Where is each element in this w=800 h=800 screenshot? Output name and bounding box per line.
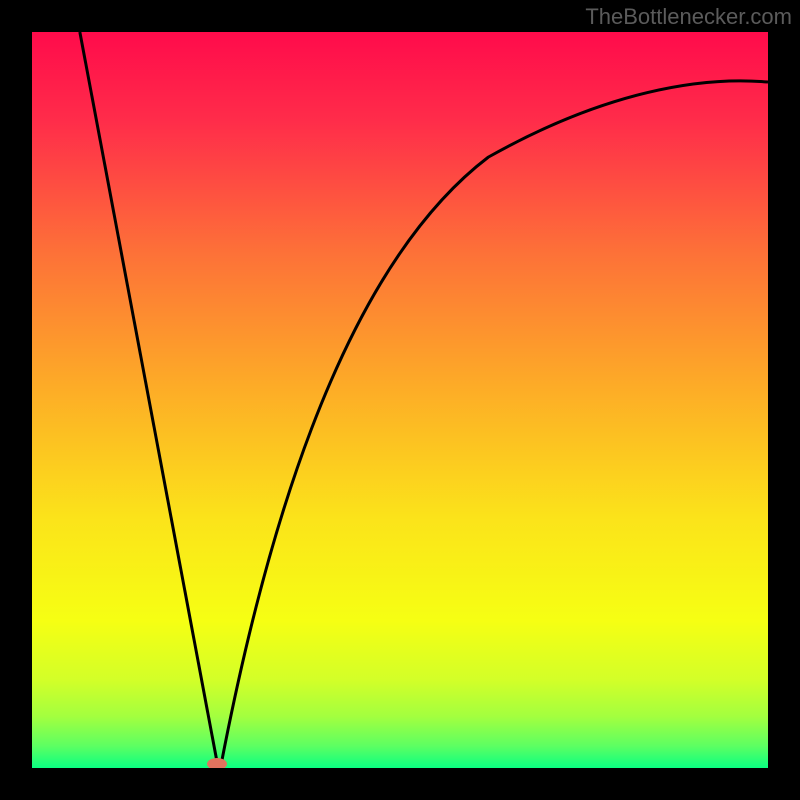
curve-left-segment (80, 32, 218, 764)
curve-right-segment (221, 81, 768, 764)
plot-area (32, 32, 768, 768)
watermark-text: TheBottlenecker.com (585, 4, 792, 30)
bottleneck-curve (32, 32, 768, 768)
optimal-point-marker (207, 758, 227, 768)
